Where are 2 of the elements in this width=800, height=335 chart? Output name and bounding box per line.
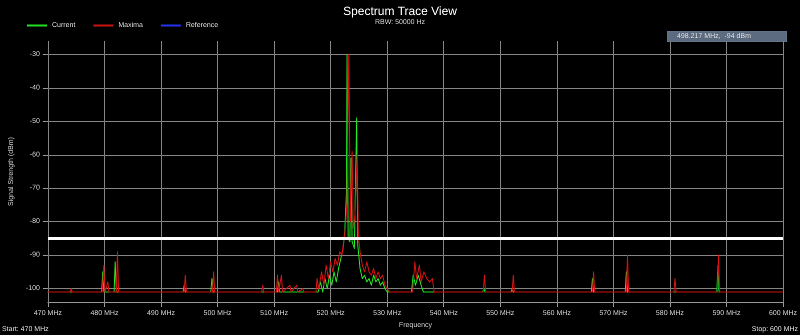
chart-title: Spectrum Trace View	[343, 4, 458, 18]
line-series	[47, 54, 784, 292]
